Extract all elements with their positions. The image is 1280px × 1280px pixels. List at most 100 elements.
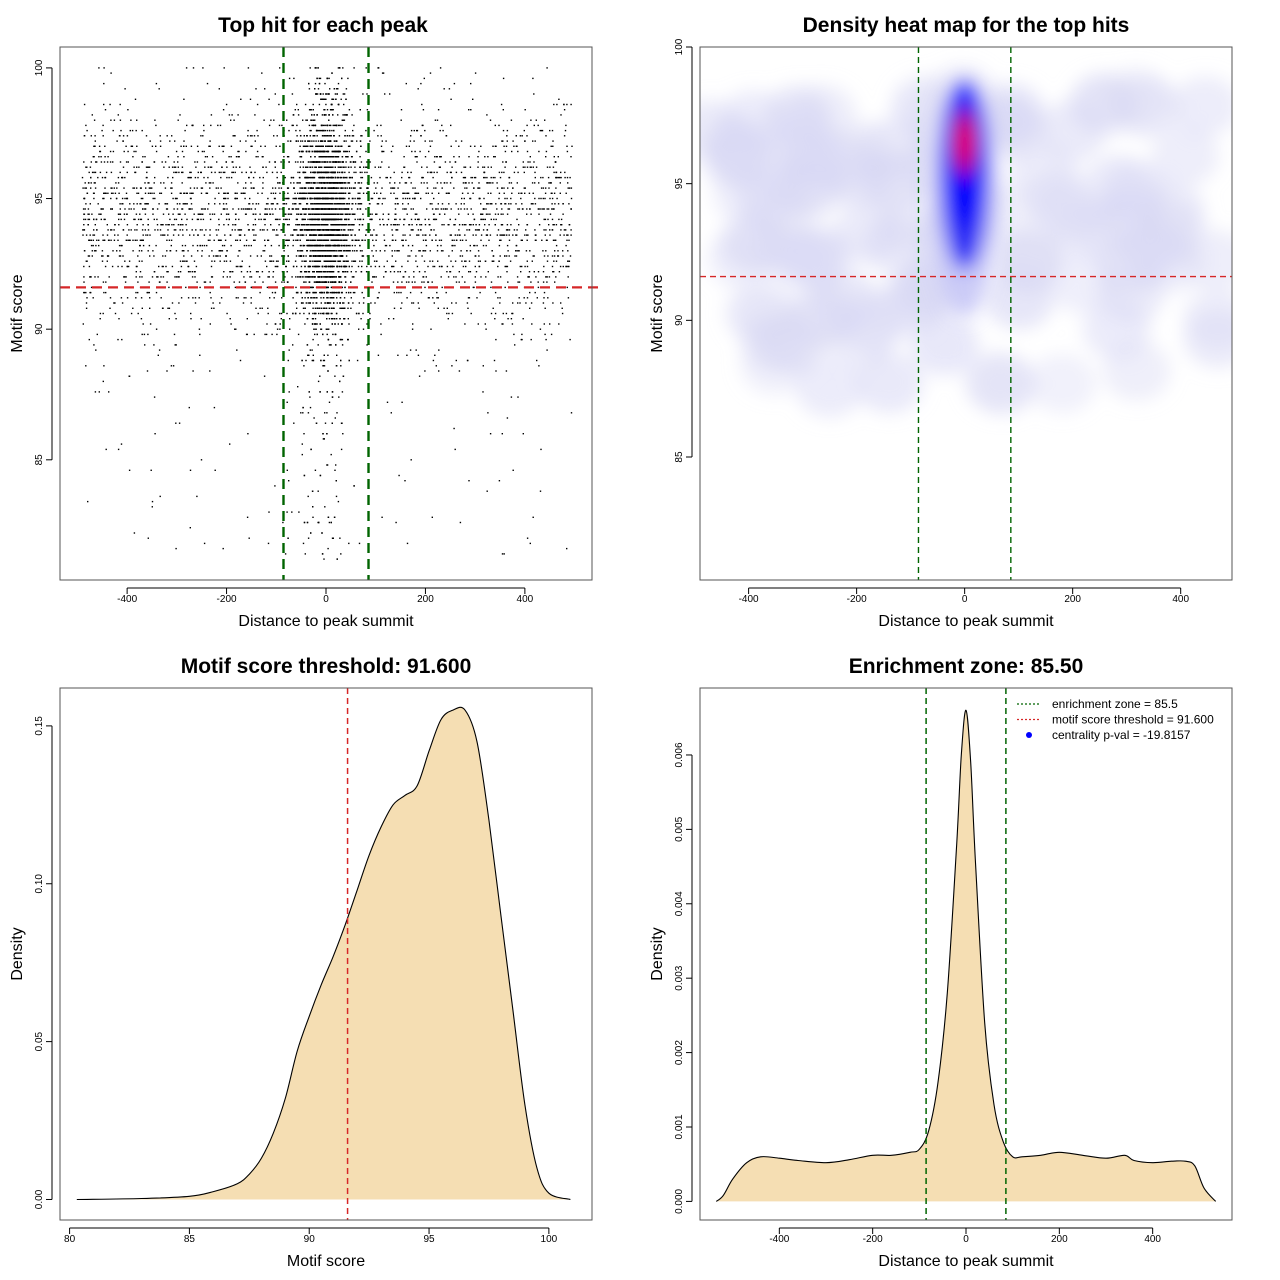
data-point bbox=[300, 302, 303, 304]
data-point bbox=[347, 318, 349, 320]
data-point bbox=[567, 260, 569, 262]
data-point bbox=[338, 218, 341, 221]
data-point bbox=[284, 553, 287, 555]
data-point bbox=[253, 229, 255, 231]
data-point bbox=[227, 224, 230, 226]
data-point bbox=[451, 239, 453, 241]
data-point bbox=[121, 203, 123, 205]
data-point bbox=[224, 197, 226, 200]
data-point bbox=[334, 234, 336, 236]
data-point bbox=[132, 187, 134, 189]
data-point bbox=[434, 218, 436, 221]
data-point bbox=[335, 203, 337, 205]
data-point bbox=[117, 265, 119, 268]
data-point bbox=[87, 255, 90, 257]
data-point bbox=[333, 208, 335, 210]
data-point bbox=[297, 224, 299, 226]
data-point bbox=[339, 260, 342, 262]
data-point bbox=[373, 182, 375, 184]
data-point bbox=[351, 234, 353, 236]
data-point bbox=[544, 234, 546, 236]
data-point bbox=[422, 234, 424, 236]
data-point bbox=[543, 291, 546, 294]
data-point bbox=[549, 197, 551, 200]
data-point bbox=[440, 250, 443, 252]
data-point bbox=[199, 333, 201, 336]
data-point bbox=[389, 271, 392, 273]
data-point bbox=[395, 229, 397, 231]
data-point bbox=[100, 161, 103, 163]
data-point bbox=[360, 182, 363, 184]
data-point bbox=[515, 244, 517, 247]
data-point bbox=[328, 318, 331, 320]
data-point bbox=[156, 208, 159, 210]
data-point bbox=[533, 124, 535, 127]
data-point bbox=[341, 344, 344, 346]
data-point bbox=[522, 161, 524, 163]
data-point bbox=[473, 218, 476, 221]
data-point bbox=[404, 218, 406, 221]
data-point bbox=[364, 239, 366, 241]
data-point bbox=[530, 338, 532, 341]
data-point bbox=[102, 208, 104, 210]
data-point bbox=[518, 208, 521, 210]
data-point bbox=[133, 208, 135, 210]
data-point bbox=[182, 234, 184, 236]
data-point bbox=[279, 218, 281, 221]
data-point bbox=[193, 187, 196, 189]
data-point bbox=[512, 187, 514, 189]
data-point bbox=[155, 328, 158, 330]
data-point bbox=[486, 176, 488, 179]
data-point bbox=[146, 176, 148, 179]
data-point bbox=[366, 171, 368, 174]
data-point bbox=[222, 208, 225, 210]
data-point bbox=[460, 250, 462, 252]
data-point bbox=[477, 250, 480, 252]
data-point bbox=[256, 150, 259, 153]
data-point bbox=[371, 213, 373, 215]
data-point bbox=[237, 229, 239, 231]
data-point bbox=[569, 338, 571, 341]
data-point bbox=[420, 224, 423, 226]
data-point bbox=[217, 255, 219, 257]
data-point bbox=[313, 140, 315, 142]
data-point bbox=[566, 176, 569, 179]
data-point bbox=[451, 176, 453, 179]
data-point bbox=[254, 224, 257, 226]
data-point bbox=[564, 171, 566, 174]
data-point bbox=[436, 119, 439, 121]
data-point bbox=[559, 192, 561, 194]
data-point bbox=[167, 224, 169, 226]
data-point bbox=[110, 239, 112, 241]
data-point bbox=[323, 365, 326, 367]
data-point bbox=[423, 260, 426, 262]
data-point bbox=[199, 354, 201, 356]
data-point bbox=[240, 271, 243, 273]
data-point bbox=[571, 145, 573, 147]
data-point bbox=[179, 203, 181, 205]
data-point bbox=[543, 255, 546, 257]
data-point bbox=[506, 140, 508, 142]
data-point bbox=[429, 250, 431, 252]
data-point bbox=[429, 145, 432, 147]
data-point bbox=[543, 323, 545, 325]
data-point bbox=[421, 281, 423, 283]
data-point bbox=[297, 386, 299, 388]
data-point bbox=[245, 182, 247, 184]
data-point bbox=[304, 323, 306, 325]
data-point bbox=[280, 229, 282, 231]
data-point bbox=[370, 234, 372, 236]
data-point bbox=[466, 208, 468, 210]
data-point bbox=[314, 82, 317, 85]
data-point bbox=[542, 281, 545, 283]
data-point bbox=[431, 208, 434, 210]
data-point bbox=[100, 218, 102, 221]
data-point bbox=[470, 312, 472, 315]
data-point bbox=[201, 244, 204, 247]
data-point bbox=[121, 338, 123, 341]
data-point bbox=[519, 135, 522, 137]
data-point bbox=[190, 312, 192, 315]
data-point bbox=[309, 208, 311, 210]
data-point bbox=[94, 145, 96, 147]
data-point bbox=[88, 265, 91, 268]
